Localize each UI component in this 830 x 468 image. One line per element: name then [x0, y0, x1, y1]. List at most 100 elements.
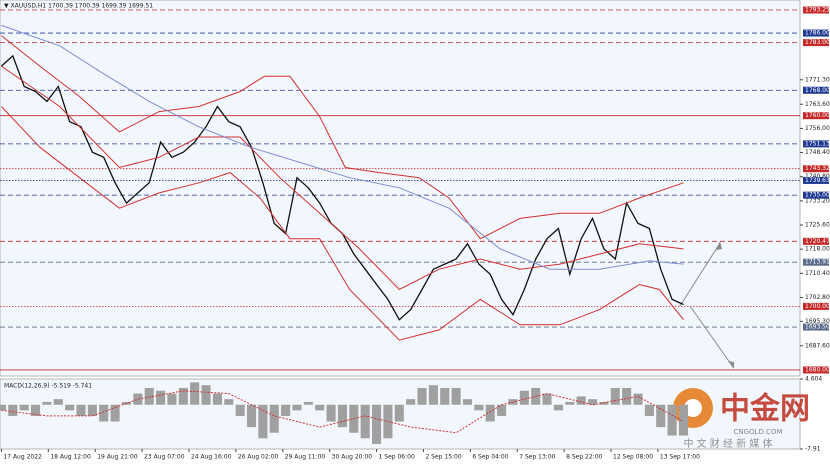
macd-bar	[417, 387, 427, 405]
macd-bar	[428, 385, 438, 405]
macd-bar	[269, 404, 279, 433]
x-tick-label: 6 Sep 04:00	[472, 454, 508, 461]
macd-title: MACD(12,26,9) -5.519 -5.741	[4, 383, 92, 390]
macd-bar	[258, 404, 268, 439]
level-box	[803, 140, 829, 148]
level-label: 1793.25	[805, 7, 830, 14]
level-label: 1739.63	[805, 177, 830, 184]
logo-domain: CNGOLD.COM	[733, 428, 782, 436]
macd-bar	[110, 404, 120, 422]
level-box	[803, 191, 829, 199]
logo-icon	[684, 399, 702, 417]
level-box	[803, 366, 829, 374]
y-tick-label: 1695.30	[805, 318, 830, 325]
level-label: 1786.00	[805, 30, 830, 37]
y-tick-label: 1718.00	[805, 246, 830, 253]
macd-bar	[587, 399, 598, 405]
series-line	[1, 35, 684, 240]
macd-bar	[42, 401, 52, 405]
y-tick-label: -7.91	[805, 446, 821, 453]
macd-bar	[462, 399, 473, 405]
y-tick-label: 1756.00	[805, 125, 830, 132]
macd-bar	[190, 382, 200, 405]
level-box	[803, 6, 829, 14]
y-tick-label: 1748.40	[805, 149, 830, 156]
macd-bar	[451, 387, 461, 405]
level-label: 1680.00	[805, 366, 830, 373]
level-label: 1760.00	[805, 112, 830, 119]
macd-bar	[622, 387, 632, 405]
x-tick-label: 23 Aug 07:00	[144, 454, 185, 461]
macd-bar	[281, 404, 291, 416]
y-tick-label: 1771.30	[805, 76, 830, 83]
level-box	[803, 112, 829, 120]
x-tick-label: 17 Aug 2022	[3, 454, 42, 461]
x-tick-label: 18 Aug 12:00	[50, 454, 91, 461]
macd-bar	[337, 404, 347, 428]
macd-bar	[542, 393, 552, 405]
macd-bar	[224, 399, 234, 405]
macd-bar	[178, 387, 188, 405]
y-tick-label: 1725.60	[805, 222, 830, 229]
macd-bar	[667, 404, 677, 436]
level-label: 1700.00	[805, 303, 830, 310]
macd-bar	[8, 404, 18, 416]
level-label: 1713.91	[805, 259, 830, 266]
macd-bar	[76, 404, 86, 416]
level-box	[803, 258, 829, 266]
macd-bar	[519, 390, 529, 405]
series-line	[1, 106, 684, 341]
macd-bar	[315, 404, 325, 411]
macd-bar	[406, 399, 416, 405]
x-tick-label: 19 Aug 21:00	[97, 454, 138, 461]
level-label: 1735.00	[805, 192, 830, 199]
level-box	[803, 176, 829, 184]
macd-bar	[87, 404, 97, 416]
series-line	[1, 65, 684, 291]
level-box	[803, 237, 829, 245]
macd-bar	[576, 396, 586, 405]
macd-bar	[0, 404, 6, 411]
y-tick-label: 1763.60	[805, 101, 830, 108]
macd-bar	[326, 404, 336, 422]
macd-bar	[65, 404, 75, 411]
macd-bar	[167, 393, 177, 405]
macd-bar	[440, 387, 450, 405]
arrow-head	[728, 361, 734, 369]
macd-bar	[656, 404, 666, 428]
macd-bar	[644, 404, 654, 416]
macd-bar	[303, 401, 313, 405]
level-box	[803, 29, 829, 37]
macd-bar	[30, 404, 41, 416]
macd-bar	[497, 404, 507, 416]
y-tick-label: 1702.80	[805, 294, 830, 301]
level-box	[803, 323, 829, 331]
x-tick-label: 24 Aug 16:00	[191, 454, 232, 461]
projection-arrow	[689, 305, 734, 368]
levels-layer	[0, 9, 800, 371]
y-tick-label: 1733.20	[805, 197, 830, 204]
logo-slogan: 中 文 财 经 新 媒 体	[683, 437, 772, 450]
x-tick-label: 12 Sep 08:00	[613, 454, 653, 461]
series-line	[1, 24, 684, 270]
level-box	[803, 39, 829, 47]
x-tick-label: 29 Aug 11:00	[285, 454, 326, 461]
macd-bar	[133, 393, 143, 405]
macd-bar	[553, 404, 563, 411]
macd-bar	[565, 401, 575, 405]
y-tick-label: 1740.80	[805, 173, 830, 180]
macd-bar	[394, 404, 404, 422]
x-tick-label: 8 Sep 22:00	[566, 454, 602, 461]
level-label: 1768.00	[805, 87, 830, 94]
logo-name: 中金网	[720, 392, 810, 427]
x-tick-label: 26 Aug 02:00	[238, 454, 279, 461]
macd-bar	[53, 399, 63, 405]
arrow-head	[716, 241, 722, 250]
y-tick-label: 1687.60	[805, 342, 830, 349]
macd-bar	[633, 393, 643, 405]
level-box	[803, 86, 829, 94]
macd-bar	[678, 404, 689, 436]
macd-bar	[19, 404, 29, 411]
x-tick-label: 2 Sep 15:00	[425, 454, 461, 461]
